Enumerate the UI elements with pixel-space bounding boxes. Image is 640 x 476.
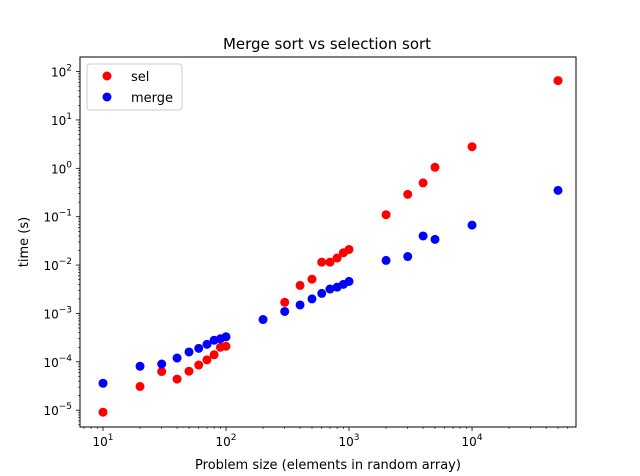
data-point-sel <box>194 360 204 370</box>
data-point-merge <box>172 353 182 363</box>
data-point-merge <box>317 288 327 298</box>
data-point-merge <box>157 359 167 369</box>
legend-marker-merge <box>102 92 112 102</box>
x-tick-label: 102 <box>216 433 237 449</box>
data-point-sel <box>295 280 305 290</box>
legend-label-sel: sel <box>131 70 149 85</box>
y-tick-label: 10−4 <box>43 354 72 370</box>
data-point-sel <box>209 350 219 360</box>
data-point-sel <box>467 142 477 152</box>
data-point-sel <box>98 407 108 417</box>
data-point-sel <box>172 374 182 384</box>
data-point-sel <box>553 76 563 86</box>
data-point-merge <box>295 300 305 310</box>
data-point-merge <box>325 284 335 294</box>
data-point-sel <box>325 257 335 267</box>
y-tick-label: 100 <box>51 160 72 176</box>
data-point-sel <box>418 178 428 188</box>
x-tick-label: 101 <box>93 433 114 449</box>
y-tick-label: 102 <box>51 64 72 80</box>
axis-ticks: 101 102 103 104 10−5 10−4 10−3 10−2 10−1 100 101 10… <box>43 64 569 449</box>
data-point-merge <box>553 185 563 195</box>
data-point-merge <box>98 378 108 388</box>
data-point-merge <box>135 361 145 371</box>
data-point-merge <box>381 255 391 265</box>
data-point-sel <box>344 244 354 254</box>
data-point-merge <box>418 231 428 241</box>
data-point-merge <box>403 252 413 262</box>
data-point-sel <box>307 274 317 284</box>
data-point-sel <box>221 341 231 351</box>
y-tick-label: 10−1 <box>43 209 72 225</box>
data-point-merge <box>194 343 204 353</box>
data-point-merge <box>307 294 317 304</box>
data-point-merge <box>184 347 194 357</box>
y-tick-label: 10−2 <box>43 257 72 273</box>
data-point-sel <box>403 189 413 199</box>
data-point-merge <box>344 276 354 286</box>
data-point-merge <box>202 339 212 349</box>
data-point-sel <box>317 257 327 267</box>
data-point-merge <box>430 234 440 244</box>
data-point-sel <box>430 162 440 172</box>
x-axis-label: Problem size (elements in random array) <box>195 458 461 473</box>
x-tick-label: 103 <box>339 433 360 449</box>
y-tick-label: 10−5 <box>43 402 72 418</box>
data-point-sel <box>184 366 194 376</box>
x-tick-label: 104 <box>462 433 483 449</box>
data-point-sel <box>280 297 290 307</box>
y-tick-label: 10−3 <box>43 305 72 321</box>
legend-marker-sel <box>102 71 112 81</box>
legend-label-merge: merge <box>131 91 173 106</box>
axes-frame <box>79 56 577 428</box>
data-point-merge <box>221 332 231 342</box>
data-point-merge <box>258 315 268 325</box>
chart-title: Merge sort vs selection sort <box>223 35 431 53</box>
data-point-merge <box>280 306 290 316</box>
data-point-merge <box>467 220 477 230</box>
data-point-sel <box>381 210 391 220</box>
data-point-sel <box>157 367 167 377</box>
legend: sel merge <box>86 63 183 111</box>
y-axis-label: time (s) <box>17 217 32 267</box>
data-point-sel <box>332 253 342 263</box>
data-points <box>98 76 563 417</box>
y-tick-label: 101 <box>51 112 72 128</box>
data-point-sel <box>135 381 145 391</box>
data-point-sel <box>202 355 212 365</box>
